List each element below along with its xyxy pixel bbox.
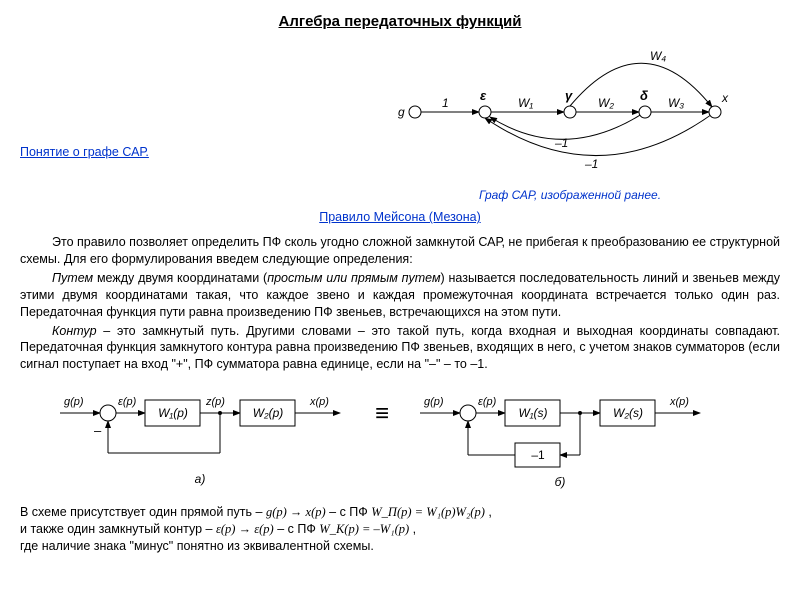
f1e: , (488, 505, 491, 519)
f2c: – с ПФ (277, 522, 319, 536)
svg-text:ε: ε (480, 88, 487, 103)
block-diagrams: W₁(p) W₂(p) – g(p) ε(p) z(p) x(p) а) ≡ (20, 383, 780, 498)
svg-text:–: – (94, 423, 102, 438)
page-title: Алгебра передаточных функций (20, 12, 780, 32)
svg-text:а): а) (195, 472, 206, 486)
term-contour: Контур (52, 324, 97, 338)
block-diagram-svg: W₁(p) W₂(p) – g(p) ε(p) z(p) x(p) а) ≡ (50, 383, 750, 493)
para-intro: Это правило позволяет определить ПФ скол… (20, 234, 780, 268)
t1: между двумя координатами ( (93, 271, 267, 285)
footer-line3: где наличие знака "минус" понятно из экв… (20, 538, 780, 555)
f2a: и также один замкнутый контур – (20, 522, 216, 536)
svg-text:–1: –1 (531, 448, 545, 462)
svg-text:1: 1 (442, 96, 449, 110)
svg-text:W₂(p): W₂(p) (253, 406, 284, 420)
svg-text:W₄: W₄ (650, 49, 666, 63)
svg-text:δ: δ (640, 88, 648, 103)
svg-text:W₃: W₃ (668, 96, 684, 110)
signal-flow-graph: g ε γ δ x 1 W₁ W₂ W₃ –1 –1 W₄ (390, 42, 750, 182)
svg-text:б): б) (555, 475, 566, 489)
svg-text:W₁: W₁ (518, 96, 533, 110)
svg-text:–1: –1 (584, 157, 598, 171)
footer-line1: В схеме присутствует один прямой путь – … (20, 504, 780, 521)
para-contour: Контур – это замкнутый путь. Другими сло… (20, 323, 780, 374)
svg-text:g(p): g(p) (64, 396, 84, 408)
link-wrap: Понятие о графе САР. (20, 84, 360, 161)
svg-text:g(p): g(p) (424, 396, 444, 408)
equiv-sign: ≡ (375, 400, 389, 427)
sar-graph-link[interactable]: Понятие о графе САР. (20, 145, 149, 159)
graph-caption: Граф САР, изображенной ранее. (360, 187, 780, 203)
f1c: – с ПФ (329, 505, 371, 519)
svg-text:γ: γ (565, 88, 573, 103)
svg-text:g: g (398, 105, 405, 119)
term-path: Путем (52, 271, 93, 285)
svg-text:W₂(s): W₂(s) (613, 406, 643, 420)
f2e: , (413, 522, 416, 536)
f1d: W_П(p) = W₁(p)W₂(p) (371, 505, 485, 519)
svg-text:W₂: W₂ (598, 96, 614, 110)
sar-graph-diagram: g ε γ δ x 1 W₁ W₂ W₃ –1 –1 W₄ Граф САР, … (360, 42, 780, 203)
para-path: Путем между двумя координатами (простым … (20, 270, 780, 321)
f1b: g(p) → x(p) (266, 505, 326, 519)
top-row: Понятие о графе САР. g (20, 42, 780, 203)
svg-text:x(p): x(p) (309, 396, 329, 408)
footer: В схеме присутствует один прямой путь – … (20, 504, 780, 555)
f2d: W_K(p) = –W₁(p) (319, 522, 409, 536)
term-simple-path: простым или прямым путем (267, 271, 440, 285)
svg-text:–1: –1 (554, 136, 568, 150)
t3: – это замкнутый путь. Другими словами – … (20, 324, 780, 372)
f2b: ε(p) → ε(p) (216, 522, 274, 536)
svg-text:ε(p): ε(p) (478, 396, 497, 408)
mason-rule-link[interactable]: Правило Мейсона (Мезона) (20, 209, 780, 226)
f1a: В схеме присутствует один прямой путь – (20, 505, 266, 519)
svg-text:W₁(s): W₁(s) (518, 406, 547, 420)
svg-text:W₁(p): W₁(p) (158, 406, 188, 420)
svg-text:x: x (721, 91, 729, 105)
svg-text:x(p): x(p) (669, 396, 689, 408)
svg-text:z(p): z(p) (205, 396, 225, 408)
footer-line2: и также один замкнутый контур – ε(p) → ε… (20, 521, 780, 538)
svg-text:ε(p): ε(p) (118, 396, 137, 408)
